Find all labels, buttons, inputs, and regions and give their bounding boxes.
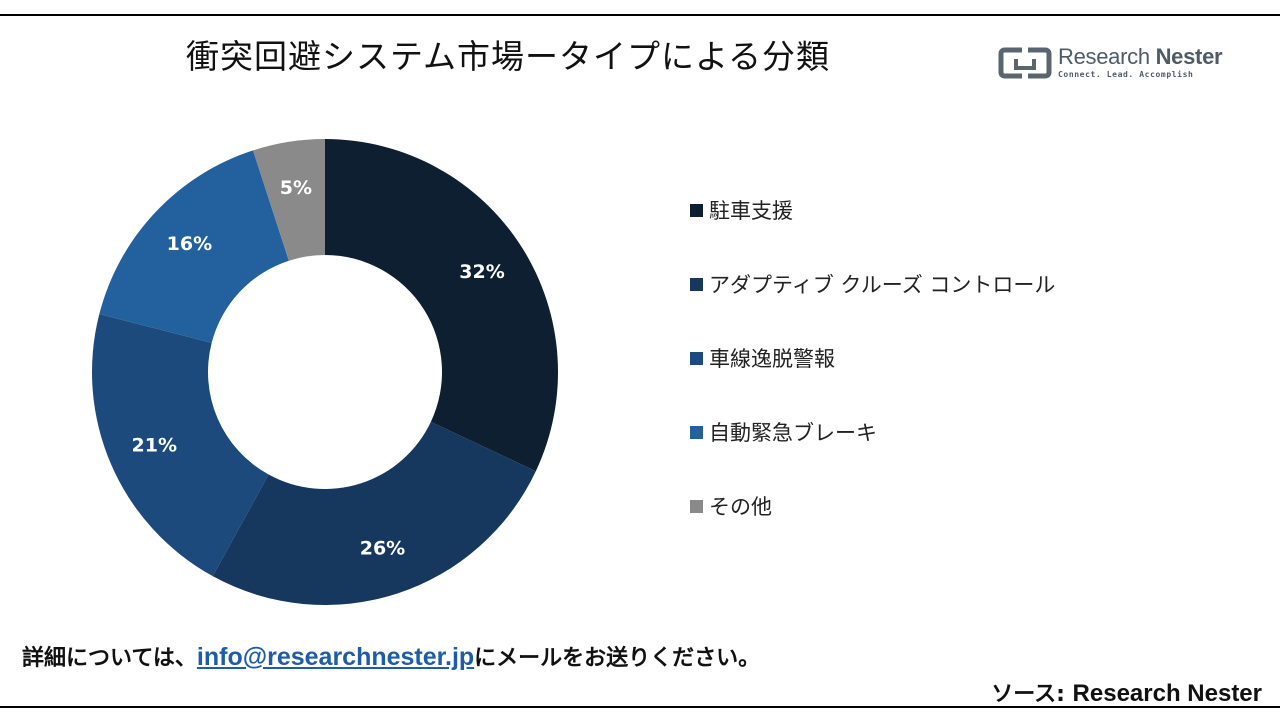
donut-slice-5: [252, 139, 325, 261]
legend-label-1: 駐車支援: [709, 199, 793, 223]
source-prefix: ソース:: [991, 682, 1073, 707]
slice-value-label-2: 26%: [360, 537, 405, 559]
donut-slice-3: [91, 314, 269, 577]
source-credit: ソース: Research Nester: [991, 676, 1262, 708]
brand-name-bold: Nester: [1155, 44, 1223, 69]
slice-value-label-3: 21%: [132, 434, 177, 456]
legend-item-4: 自動緊急ブレーキ: [690, 418, 877, 446]
legend-swatch-1: [690, 203, 703, 217]
contact-note-prefix: 詳細については、: [22, 646, 197, 671]
legend-swatch-2: [690, 277, 703, 291]
slice-value-label-1: 32%: [459, 261, 504, 283]
donut-slice-2: [212, 421, 536, 605]
source-name: Research Nester: [1072, 680, 1262, 707]
brand-logo: Research Nester Connect. Lead. Accomplis…: [998, 44, 1258, 84]
legend-swatch-5: [690, 499, 703, 513]
contact-email-link[interactable]: info@researchnester.jp: [196, 643, 475, 671]
legend-label-4: 自動緊急ブレーキ: [709, 421, 877, 445]
legend-item-3: 車線逸脱警報: [690, 344, 835, 372]
donut-slice-4: [99, 150, 289, 343]
top-rule: [0, 14, 1280, 16]
legend-label-3: 車線逸脱警報: [709, 347, 835, 371]
contact-note-suffix: にメールをお送りください。: [474, 646, 761, 671]
slice-value-label-5: 5%: [280, 177, 312, 199]
slice-value-label-4: 16%: [167, 233, 212, 255]
brand-name-light: Research: [1058, 44, 1156, 69]
brand-tagline: Connect. Lead. Accomplish: [1058, 70, 1194, 79]
legend-item-2: アダプティブ クルーズ コントロール: [690, 270, 1055, 298]
bottom-rule: [0, 706, 1280, 708]
brand-name: Research Nester: [1058, 44, 1223, 70]
legend-item-1: 駐車支援: [690, 196, 793, 224]
legend-label-5: その他: [709, 495, 772, 519]
legend-label-2: アダプティブ クルーズ コントロール: [709, 273, 1056, 297]
legend-item-5: その他: [690, 492, 772, 520]
legend-swatch-3: [690, 351, 703, 365]
donut-chart: 32% 26% 21% 16% 5%: [91, 139, 559, 605]
donut-slice-1: [325, 139, 559, 472]
legend-swatch-4: [690, 425, 703, 439]
chart-title: 衝突回避システム市場ータイプによる分類: [186, 37, 831, 76]
contact-note: 詳細については、info@researchnester.jpにメールをお送りくだ…: [22, 640, 760, 672]
research-nester-logo-icon: [998, 47, 1052, 79]
